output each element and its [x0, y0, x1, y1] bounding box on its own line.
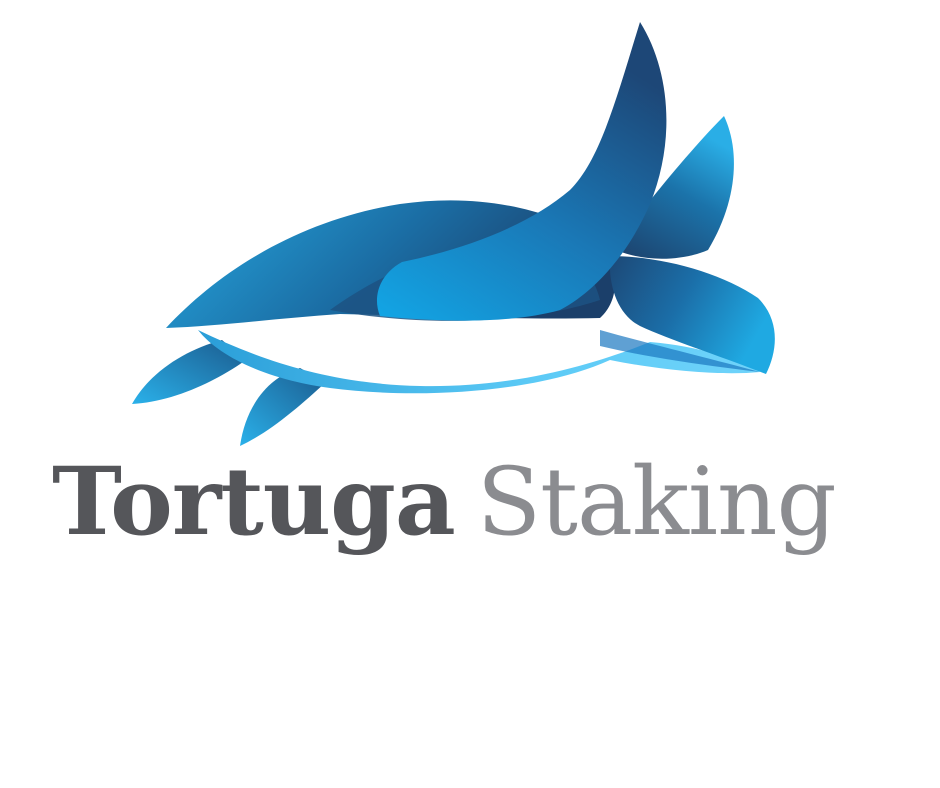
- brand-wordmark: Tortuga Staking: [52, 432, 912, 572]
- brand-name-primary: Tortuga: [52, 447, 456, 557]
- brand-name-secondary: Staking: [476, 448, 837, 557]
- sea-turtle-icon: [132, 22, 775, 446]
